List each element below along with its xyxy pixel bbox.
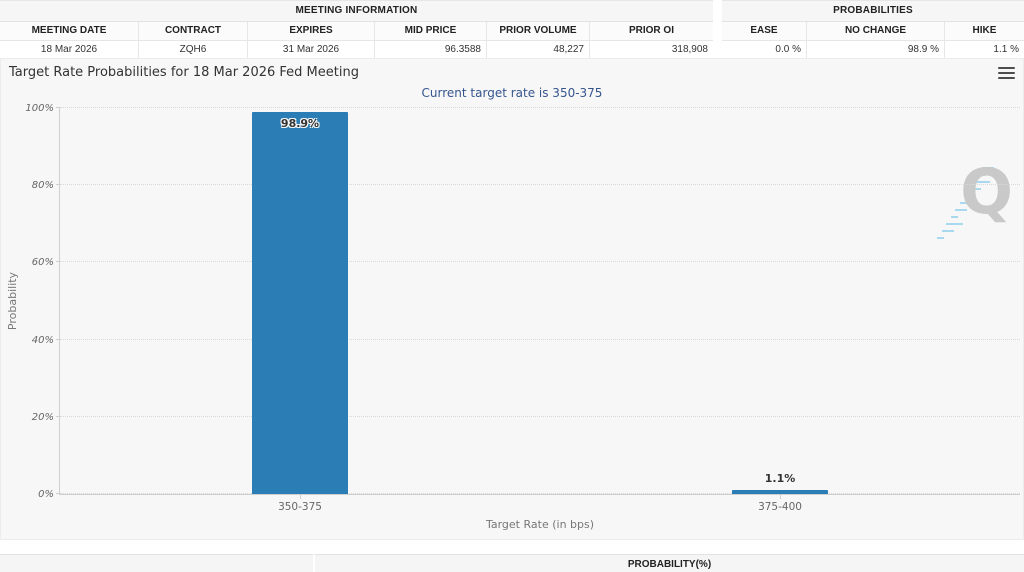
probability-chart-panel: Target Rate Probabilities for 18 Mar 202… bbox=[0, 58, 1024, 540]
chart-menu-icon[interactable] bbox=[998, 66, 1015, 80]
bar-slot-350-375: 98.9% bbox=[60, 108, 540, 494]
meeting-information-title: MEETING INFORMATION bbox=[0, 1, 713, 22]
plot-area: 0% 20% 40% 60% 80% 100% Probability 98.9… bbox=[6, 103, 1020, 531]
y-tick-40: 40% bbox=[31, 334, 54, 346]
col-expires: EXPIRES bbox=[248, 22, 375, 40]
x-category-375-400: 375-400 bbox=[758, 501, 802, 513]
chart-title: Target Rate Probabilities for 18 Mar 202… bbox=[9, 65, 359, 80]
probability-grid-table: PROBABILITY(%) bbox=[0, 554, 1024, 572]
probability-grid-header: PROBABILITY(%) bbox=[315, 554, 1024, 572]
y-axis-title: Probability bbox=[6, 271, 19, 331]
col-mid-price: MID PRICE bbox=[375, 22, 487, 40]
col-hike: HIKE bbox=[972, 25, 997, 36]
bar-350-375[interactable] bbox=[252, 112, 348, 494]
col-prior-volume: PRIOR VOLUME bbox=[487, 22, 590, 40]
probabilities-title: PROBABILITIES bbox=[722, 1, 1024, 22]
value-contract: ZQH6 bbox=[139, 41, 248, 59]
bar-label-350-375: 98.9% bbox=[280, 117, 320, 131]
value-prior-oi: 318,908 bbox=[671, 44, 708, 55]
y-tick-60: 60% bbox=[31, 257, 54, 269]
col-no-change: NO CHANGE bbox=[807, 22, 945, 40]
x-tick-mark-350-375 bbox=[300, 494, 301, 499]
value-hike: 1.1 % bbox=[993, 44, 1019, 55]
bar-375-400[interactable] bbox=[732, 489, 828, 494]
probabilities-header-row: EASE NO CHANGE HIKE bbox=[722, 22, 1024, 41]
meeting-information-values-row: 18 Mar 2026 ZQH6 31 Mar 2026 96.3588 48,… bbox=[0, 41, 713, 60]
value-mid-price: 96.3588 bbox=[375, 41, 487, 59]
col-ease: EASE bbox=[722, 22, 807, 40]
col-meeting-date: MEETING DATE bbox=[0, 22, 139, 40]
y-tick-80: 80% bbox=[31, 180, 54, 192]
value-meeting-date: 18 Mar 2026 bbox=[0, 41, 139, 59]
probability-grid-left-header bbox=[0, 554, 315, 572]
value-prior-volume: 48,227 bbox=[487, 41, 590, 59]
bar-label-375-400: 1.1% bbox=[764, 471, 796, 485]
value-ease: 0.0 % bbox=[722, 41, 807, 59]
y-tick-0: 0% bbox=[38, 489, 54, 500]
probabilities-table: PROBABILITIES EASE NO CHANGE HIKE 0.0 % … bbox=[722, 0, 1024, 60]
y-tick-100: 100% bbox=[25, 103, 54, 114]
x-category-350-375: 350-375 bbox=[278, 501, 322, 513]
x-tick-mark-375-400 bbox=[780, 494, 781, 499]
bar-slot-375-400: 1.1% bbox=[540, 108, 1020, 494]
meeting-information-table: MEETING INFORMATION MEETING DATE CONTRAC… bbox=[0, 0, 713, 60]
meeting-information-header-row: MEETING DATE CONTRACT EXPIRES MID PRICE … bbox=[0, 22, 713, 41]
value-no-change: 98.9 % bbox=[807, 41, 945, 59]
y-tick-20: 20% bbox=[31, 411, 54, 423]
col-prior-oi: PRIOR OI bbox=[628, 25, 674, 36]
chart-subtitle: Current target rate is 350-375 bbox=[421, 86, 603, 100]
x-axis-title: Target Rate (in bps) bbox=[485, 518, 595, 531]
col-contract: CONTRACT bbox=[139, 22, 248, 40]
value-expires: 31 Mar 2026 bbox=[248, 41, 375, 59]
